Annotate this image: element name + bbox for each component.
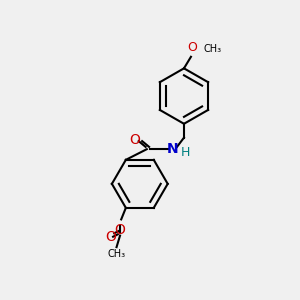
- Text: CH₃: CH₃: [204, 44, 222, 54]
- Text: O: O: [187, 41, 197, 55]
- Text: N: N: [167, 142, 178, 156]
- Text: O: O: [130, 133, 141, 147]
- Text: O: O: [105, 230, 116, 244]
- Text: O: O: [115, 223, 125, 237]
- Text: CH₃: CH₃: [107, 249, 126, 260]
- Text: H: H: [181, 146, 190, 159]
